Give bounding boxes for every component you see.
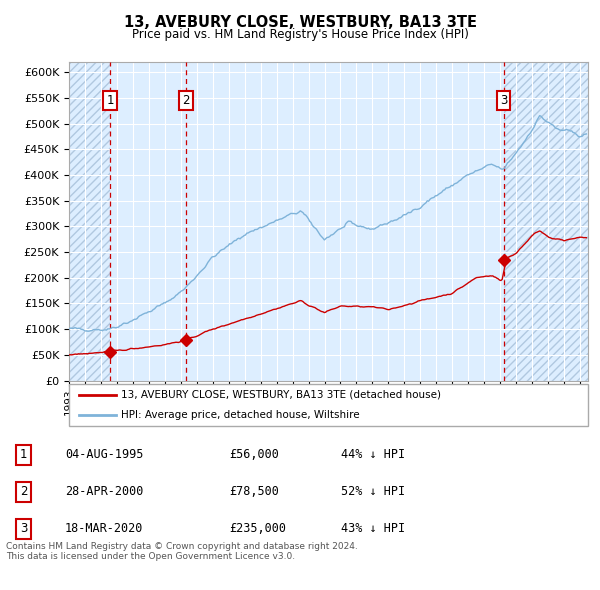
- Text: 2: 2: [20, 486, 28, 499]
- Text: 13, AVEBURY CLOSE, WESTBURY, BA13 3TE: 13, AVEBURY CLOSE, WESTBURY, BA13 3TE: [124, 15, 476, 30]
- Text: 3: 3: [500, 94, 507, 107]
- Text: 44% ↓ HPI: 44% ↓ HPI: [341, 448, 405, 461]
- Text: £78,500: £78,500: [229, 486, 280, 499]
- Text: 3: 3: [20, 522, 28, 536]
- Text: 52% ↓ HPI: 52% ↓ HPI: [341, 486, 405, 499]
- Text: 1: 1: [20, 448, 28, 461]
- Text: HPI: Average price, detached house, Wiltshire: HPI: Average price, detached house, Wilt…: [121, 409, 359, 419]
- Text: Price paid vs. HM Land Registry's House Price Index (HPI): Price paid vs. HM Land Registry's House …: [131, 28, 469, 41]
- Bar: [69, 62, 110, 381]
- Text: £235,000: £235,000: [229, 522, 286, 536]
- Text: Contains HM Land Registry data © Crown copyright and database right 2024.
This d: Contains HM Land Registry data © Crown c…: [6, 542, 358, 561]
- Text: £56,000: £56,000: [229, 448, 280, 461]
- Text: 2: 2: [182, 94, 190, 107]
- Bar: [69, 62, 110, 381]
- Bar: [503, 62, 588, 381]
- Text: 13, AVEBURY CLOSE, WESTBURY, BA13 3TE (detached house): 13, AVEBURY CLOSE, WESTBURY, BA13 3TE (d…: [121, 390, 441, 400]
- Text: 43% ↓ HPI: 43% ↓ HPI: [341, 522, 405, 536]
- Text: 18-MAR-2020: 18-MAR-2020: [65, 522, 143, 536]
- Text: 1: 1: [106, 94, 114, 107]
- Text: 28-APR-2000: 28-APR-2000: [65, 486, 143, 499]
- Text: 04-AUG-1995: 04-AUG-1995: [65, 448, 143, 461]
- Bar: [503, 62, 588, 381]
